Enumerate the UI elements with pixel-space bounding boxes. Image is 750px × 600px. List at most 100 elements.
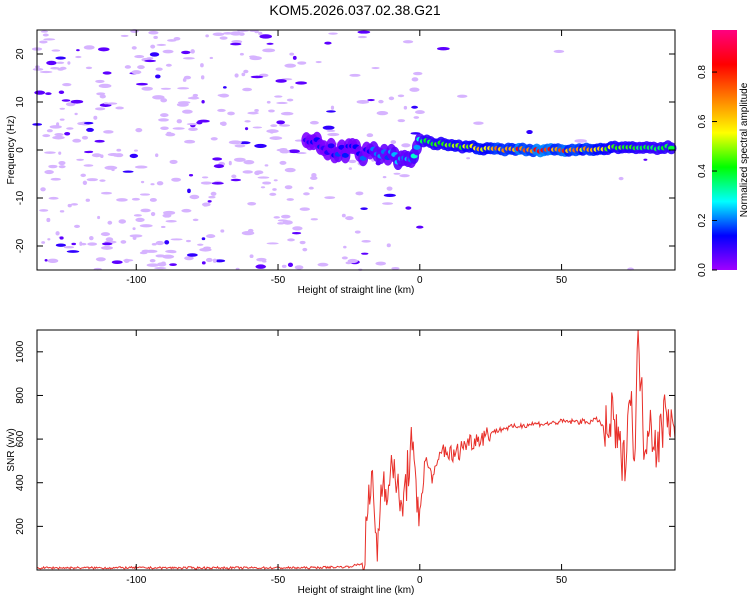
spectrogram-cell	[115, 106, 124, 110]
spectrogram-cell	[131, 197, 140, 201]
spectrogram-cell	[279, 148, 288, 151]
spectrogram-cell	[171, 177, 182, 182]
snr-y-label: SNR (v/v)	[6, 428, 17, 471]
spectrogram-cell	[48, 196, 59, 200]
spectrogram-cell	[55, 56, 66, 60]
spectrogram-cell	[133, 214, 142, 217]
spectrogram-cell	[95, 79, 105, 83]
spectrogram-cell	[100, 154, 104, 159]
spectrogram-cell	[182, 109, 193, 114]
spectrogram-cell	[254, 109, 259, 113]
spectrogram-ridge	[301, 131, 677, 171]
spectrogram-cell	[137, 65, 145, 70]
spectrogram-cell	[56, 61, 65, 64]
spectrogram-cell	[222, 32, 233, 35]
spectrogram-cell	[160, 126, 169, 131]
spectrogram-cell	[257, 176, 270, 179]
spectrogram-cell	[220, 229, 225, 233]
spectrogram-cell	[254, 29, 259, 34]
spectrogram-cell	[44, 151, 56, 154]
spectrogram-cell	[341, 213, 346, 218]
spectrogram-cell	[192, 93, 199, 97]
spectrogram-cell	[81, 135, 89, 140]
spectrogram-cell	[42, 134, 51, 138]
spectrogram-cell	[158, 118, 169, 122]
spectrogram-cell	[201, 202, 211, 207]
snr-x-tick-label: 50	[556, 575, 568, 586]
spectrogram-cell	[217, 108, 226, 112]
snr-y-tick-label: 800	[15, 387, 26, 404]
spectrogram-cell	[82, 180, 88, 185]
spectrogram-cell	[242, 170, 253, 174]
spectrogram-cell	[41, 241, 46, 244]
spectrogram-cell	[201, 237, 206, 241]
spectrogram-cell	[231, 174, 237, 179]
spectrogram-cell	[391, 266, 400, 270]
spectrogram-cell	[230, 178, 242, 182]
spectrogram-y-tick-label: 0	[15, 147, 26, 153]
spectrogram-cell	[104, 165, 118, 170]
spectrogram-cell	[151, 242, 157, 246]
spectrogram-cell	[309, 120, 319, 125]
spectrogram-x-tick-label: 0	[417, 275, 423, 286]
spectrogram-cell	[47, 258, 59, 264]
spectrogram-cell	[59, 118, 65, 121]
spectrogram-cell	[83, 121, 94, 125]
spectrogram-cell	[299, 207, 310, 211]
spectrogram-cell	[48, 164, 58, 169]
spectrogram-cell	[361, 252, 369, 255]
snr-y-ticks: 200 400 600 800 1000	[15, 340, 675, 535]
spectrogram-cell	[268, 109, 275, 113]
spectrogram-y-tick-label: 10	[15, 96, 26, 108]
spectrogram-cell	[354, 230, 361, 234]
spectrogram-cell	[49, 125, 62, 129]
spectrogram-cell	[205, 257, 213, 263]
spectrogram-cell	[324, 196, 336, 199]
spectrogram-cell	[118, 219, 127, 224]
spectrogram-cell	[208, 195, 216, 199]
spectrogram-cell	[155, 254, 166, 258]
spectrogram-cell	[252, 126, 263, 129]
spectrogram-cell	[154, 267, 167, 270]
spectrogram-cell	[188, 174, 194, 177]
spectrogram-cell	[270, 124, 278, 128]
spectrogram-cell	[280, 111, 294, 116]
spectrogram-cell	[89, 236, 94, 241]
spectrogram-cell	[295, 152, 307, 155]
spectrogram-cell	[105, 237, 114, 242]
spectrogram-cell	[160, 113, 169, 118]
spectrogram-cell	[155, 153, 159, 158]
spectrogram-cell	[39, 70, 53, 74]
spectrogram-cell	[279, 124, 291, 127]
spectrogram-cell	[170, 238, 183, 241]
spectrogram-cell	[317, 262, 329, 267]
spectrogram-cell	[40, 187, 46, 192]
spectrogram-cell	[473, 121, 484, 125]
spectrogram-cell	[134, 55, 145, 59]
colorbar-label: Normalized spectral amplitude	[739, 82, 750, 217]
spectrogram-cell	[241, 231, 255, 236]
spectrogram-cell	[39, 40, 48, 44]
spectrogram-y-ticks: -20 -10 0 10 20	[15, 48, 675, 253]
spectrogram-cell	[326, 129, 336, 132]
spectrogram-cell	[32, 68, 44, 71]
spectrogram-cell	[167, 39, 177, 42]
spectrogram-cell	[187, 188, 191, 194]
snr-y-tick-label: 400	[15, 474, 26, 491]
spectrogram-cell	[71, 242, 77, 246]
spectrogram-cell	[207, 200, 212, 203]
spectrogram-cell	[341, 256, 348, 260]
spectrogram-cell	[59, 66, 67, 70]
spectrogram-cell	[133, 149, 138, 152]
spectrogram-cell	[310, 218, 318, 221]
spectrogram-cell	[139, 224, 153, 228]
spectrogram-cell	[292, 226, 303, 231]
spectrogram-cell	[135, 82, 149, 86]
spectrogram-cell	[402, 40, 414, 44]
spectrogram-cell	[70, 203, 79, 206]
colorbar-tick-label: 0.8	[697, 65, 708, 79]
spectrogram-cell	[213, 164, 225, 169]
spectrogram-cell	[526, 130, 533, 135]
spectrogram-cell	[140, 208, 151, 213]
